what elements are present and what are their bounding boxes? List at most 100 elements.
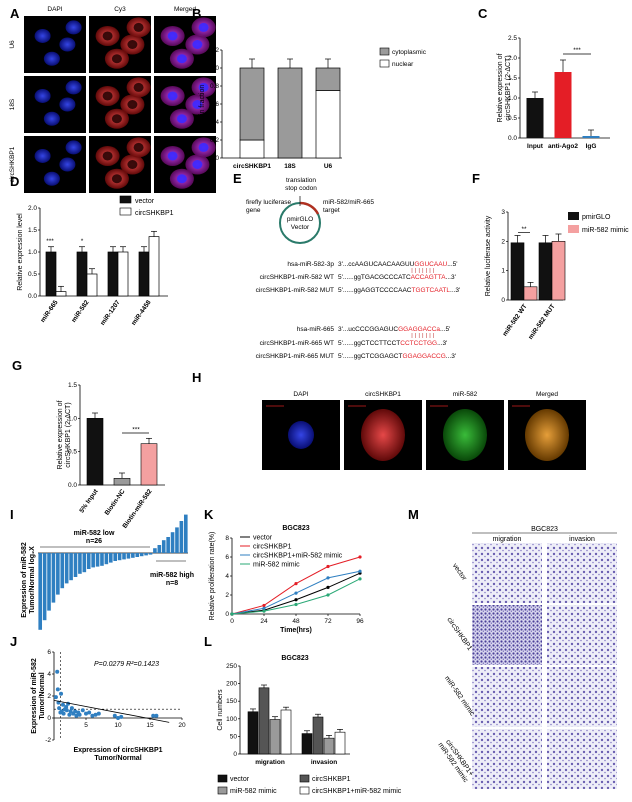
e-row-name: hsa-miR-582-3p [287, 261, 334, 268]
m-row-label: vector [451, 562, 468, 582]
k-point [358, 577, 362, 581]
i-low-label: miR-582 low [74, 530, 115, 537]
a-nucleus [192, 100, 203, 109]
f-legend-label: pmirGLO [582, 214, 611, 221]
i-bar [161, 540, 166, 553]
b-bar-nuclear [315, 90, 341, 159]
i-bar [108, 553, 113, 563]
i-bar [38, 553, 43, 630]
i-bar [131, 553, 135, 558]
e-row-name: hsa-miR-665 [297, 326, 335, 333]
l-bar [301, 733, 313, 755]
m-image-tile [472, 605, 542, 665]
k-point [326, 585, 330, 590]
j-x-tick-label: 5 [84, 722, 88, 729]
i-bar [113, 553, 118, 561]
panel-letter-j: J [10, 634, 17, 649]
j-x-tick-label: 20 [178, 722, 186, 729]
m-row-label: circSHKBP1 [445, 616, 473, 652]
l-title: BGC823 [281, 655, 308, 662]
b-y-tick-label: 1.2 [210, 47, 219, 54]
a-nucleus [127, 100, 138, 109]
f-bar [523, 286, 538, 301]
c-bar [554, 72, 572, 138]
l-x-tick-label: invasion [311, 759, 337, 766]
c-y-tick-label: 0.5 [508, 115, 517, 122]
e-row-name: circSHKBP1-miR-665 WT [260, 340, 334, 347]
l-bar [323, 737, 335, 755]
a-nucleus [133, 22, 144, 32]
l-y-label: Cell numbers [217, 689, 224, 731]
a-nucleus [133, 82, 144, 92]
d-x-tick-label: miR-1207 [99, 299, 122, 327]
j-point [73, 709, 78, 714]
b-legend-label: cytoplasmic [392, 49, 427, 56]
f-y-tick-label: 3 [501, 209, 505, 216]
j-point [69, 706, 74, 711]
a-nucleus [192, 40, 203, 49]
a-nucleus [111, 114, 122, 124]
a-col-label: Merged [174, 6, 196, 13]
i-high-label: miR-582 high [150, 572, 194, 579]
i-bar [56, 553, 60, 595]
f-x-tick-label: miR-582 WT [502, 303, 529, 338]
d-y-tick-label: 0.0 [28, 293, 37, 300]
a-cell [65, 140, 82, 155]
d-bar-vector [45, 251, 57, 297]
b-legend-swatch [379, 59, 390, 68]
k-point [326, 564, 330, 569]
h-col-label: miR-582 [453, 391, 478, 398]
c-bar [582, 136, 600, 138]
d-legend-label: vector [135, 198, 155, 205]
l-legend-swatch [217, 786, 228, 795]
d-bar-circshkbp1 [117, 251, 129, 297]
j-point [59, 691, 64, 696]
f-legend-swatch [568, 225, 579, 233]
h-cell [288, 421, 314, 449]
j-y-tick-label: 2 [47, 693, 51, 700]
panel-i-chart: Expression of miR-582Tumor/Normal log₂X m… [21, 514, 194, 630]
i-bar [64, 553, 69, 584]
j-point [84, 711, 88, 716]
a-nucleus [167, 31, 178, 41]
c-sig-label: *** [573, 47, 581, 54]
k-y-tick-label: 6 [225, 554, 229, 561]
j-x-label: Expression of circSHKBP1 Tumor/Normal [73, 747, 162, 762]
i-bar [42, 553, 47, 621]
panel-m-transwell: BGC823 migration invasion vector circSHKBP1 m… [436, 526, 617, 789]
i-bar [139, 553, 144, 557]
i-low-n: n=26 [86, 538, 102, 545]
l-legend-label: vector [230, 776, 250, 783]
j-point [57, 706, 62, 711]
d-legend-swatch [119, 195, 132, 204]
a-nucleus [176, 54, 187, 64]
m-title: BGC823 [531, 526, 558, 533]
panel-a-micrographs: DAPI Cy3 Merged U6 18S circSHKBP1 [9, 6, 216, 193]
i-bar [170, 532, 175, 553]
e-row-seq: 3'...ccAAGUCAACAAGUUGGUCAAU...5' [338, 261, 458, 268]
k-point [230, 612, 234, 616]
panel-letter-c: C [478, 6, 488, 21]
c-y-tick-label: 0.0 [508, 135, 517, 142]
panel-letter-h: H [192, 370, 201, 385]
k-legend-label: miR-582 mimic [253, 562, 300, 569]
k-point [358, 569, 362, 573]
d-y-tick-label: 0.5 [28, 271, 37, 278]
i-bar [104, 553, 109, 565]
i-bar [183, 514, 188, 553]
panel-c-chart: 0.0 0.5 1.0 1.5 2.0 2.5 Relative expression of… [497, 35, 610, 150]
d-bar-vector [76, 251, 88, 297]
panel-l-chart: BGC823 0 50 100 150 200 250 Cell numbers migrati… [217, 655, 402, 795]
l-bar [334, 731, 346, 755]
a-nucleus [127, 40, 138, 49]
f-legend-swatch [568, 212, 579, 220]
b-y-tick-label: 1.0 [210, 65, 219, 72]
b-x-tick-label: 18S [284, 163, 296, 170]
l-bar [280, 709, 292, 755]
g-y-tick-label: 0.5 [68, 449, 77, 456]
e-top-label: translation stop codon [285, 177, 317, 192]
g-y-tick-label: 1.0 [68, 415, 77, 422]
d-legend-label: circSHKBP1 [135, 210, 174, 217]
d-bar-vector [138, 251, 150, 297]
